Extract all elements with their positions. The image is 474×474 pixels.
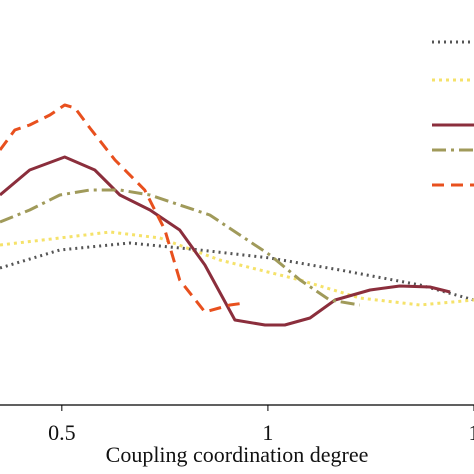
series-line <box>0 103 246 314</box>
x-axis-label: Coupling coordination degree <box>106 442 369 467</box>
series-line <box>0 230 474 307</box>
x-tick-label: 1 <box>262 420 273 445</box>
series-line <box>0 155 451 327</box>
series-line <box>0 241 474 302</box>
x-tick-label: 1 <box>469 420 474 445</box>
series-line <box>0 188 361 307</box>
x-tick-label: 0.5 <box>48 420 76 445</box>
